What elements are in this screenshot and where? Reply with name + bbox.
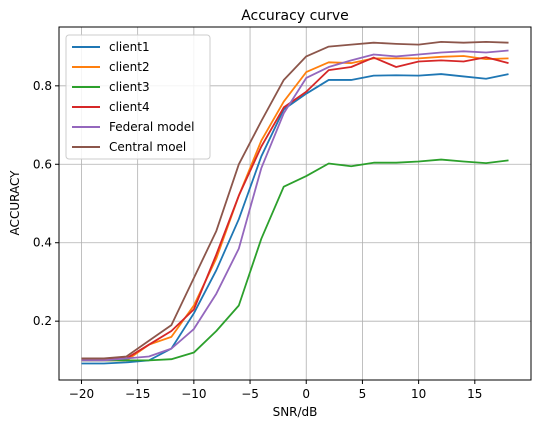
- y-tick-label: 0.6: [33, 157, 52, 171]
- legend-label-client3: client3: [109, 80, 150, 94]
- axis-ticks: −20 −15 −10 −5 0 5 10 15 0.2 0.4 0.6 0.8: [33, 79, 483, 401]
- x-tick-label: −20: [69, 387, 94, 401]
- legend-label-federal-model: Federal model: [109, 120, 194, 134]
- x-tick-label: −5: [241, 387, 259, 401]
- x-axis-label: SNR/dB: [273, 405, 318, 419]
- x-tick-label: 15: [467, 387, 482, 401]
- y-tick-label: 0.8: [33, 79, 52, 93]
- legend: client1 client2 client3 client4 Federal mode…: [65, 34, 211, 160]
- x-tick-label: −15: [125, 387, 150, 401]
- y-tick-label: 0.2: [33, 314, 52, 328]
- series-lines: [81, 41, 509, 365]
- x-tick-label: −10: [181, 387, 206, 401]
- y-axis-label: ACCURACY: [8, 170, 22, 236]
- x-tick-label: 5: [359, 387, 367, 401]
- legend-label-central-moel: Central moel: [109, 140, 186, 154]
- x-tick-label: 10: [411, 387, 426, 401]
- series-line-federal-model: [81, 49, 509, 362]
- series-line-client1: [81, 73, 509, 365]
- legend-label-client4: client4: [109, 100, 150, 114]
- legend-label-client2: client2: [109, 60, 150, 74]
- plot-frame: [58, 26, 532, 381]
- x-tick-label: 0: [302, 387, 310, 401]
- chart-title: Accuracy curve: [241, 8, 349, 24]
- series-line-central-moel: [81, 41, 509, 360]
- legend-label-client1: client1: [109, 40, 150, 54]
- legend-frame: [65, 34, 211, 160]
- series-line-client4: [81, 56, 509, 360]
- y-tick-label: 0.4: [33, 236, 52, 250]
- series-line-client3: [81, 158, 509, 362]
